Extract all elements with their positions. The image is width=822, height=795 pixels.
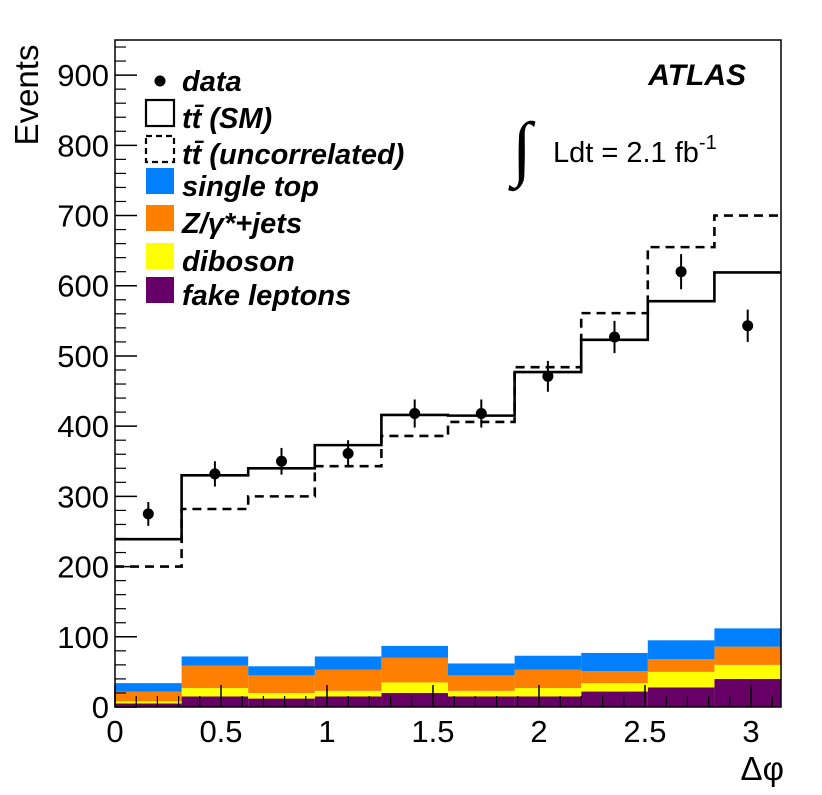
bar-diboson-7 <box>581 683 648 692</box>
legend-swatch-ttbar-uncorrelated <box>144 134 176 164</box>
bar-single-top-9 <box>714 628 781 647</box>
y-axis-title: Events <box>8 45 45 146</box>
x-axis-title: Δφ <box>741 750 784 787</box>
x-tick-label-1: 0.5 <box>199 714 242 749</box>
legend-label-fake-leptons: fake leptons <box>182 280 351 312</box>
line-histograms <box>115 214 781 568</box>
bar-fake-leptons-5 <box>448 696 515 707</box>
bar-fake-leptons-6 <box>514 696 582 707</box>
y-tick-label-5: 500 <box>57 339 109 374</box>
bar-single-top-7 <box>581 652 648 672</box>
data-point-1 <box>209 468 221 480</box>
stacked-histogram <box>115 628 781 707</box>
line-series-ttbar-sm <box>115 271 781 541</box>
bar-single-top-5 <box>448 663 515 676</box>
bar-z-jets-8 <box>647 659 715 672</box>
bar-single-top-0 <box>115 683 182 692</box>
y-tick-label-9: 900 <box>57 58 109 93</box>
bar-fake-leptons-0 <box>115 703 182 707</box>
bar-z-jets-9 <box>714 646 781 665</box>
bar-fake-leptons-8 <box>647 687 715 707</box>
legend-label-z-jets: Z/γ*+jets <box>181 208 302 240</box>
x-tick-label-5: 2.5 <box>623 714 666 749</box>
bar-diboson-0 <box>115 701 182 704</box>
axes: 0 100 200 300 400 500 600 700 800 900 0 0.5 1 1.5 2 2.5… <box>57 46 773 749</box>
bar-fake-leptons-1 <box>181 696 249 707</box>
legend-label-ttbar-sm: tt̄ (SM) <box>182 103 272 135</box>
legend-label-data: data <box>182 66 242 98</box>
data-point-5 <box>475 408 487 420</box>
legend-label-diboson: diboson <box>182 246 295 278</box>
data-points <box>142 254 754 526</box>
bar-single-top-3 <box>314 656 382 670</box>
bar-diboson-8 <box>647 671 715 688</box>
y-tick-label-6: 600 <box>57 269 109 304</box>
y-tick-label-4: 400 <box>57 409 109 444</box>
bar-z-jets-1 <box>181 665 249 689</box>
legend-swatch-z-jets <box>146 205 174 231</box>
plot-frame <box>114 39 782 708</box>
y-tick-label-8: 800 <box>57 128 109 163</box>
integral-sign: ∫ <box>508 108 536 192</box>
atlas-label: ATLAS <box>647 59 746 92</box>
bar-diboson-5 <box>448 690 515 697</box>
x-tick-label-2: 1 <box>318 714 335 749</box>
bar-diboson-2 <box>248 692 315 699</box>
bar-z-jets-0 <box>115 691 182 702</box>
luminosity-label: Ldt = 2.1 fb-1 <box>553 132 717 169</box>
bar-fake-leptons-7 <box>581 691 648 707</box>
bar-diboson-1 <box>181 688 249 697</box>
data-point-9 <box>742 320 754 332</box>
bar-z-jets-3 <box>314 669 382 691</box>
legend-label-single-top: single top <box>182 171 319 203</box>
x-tick-label-0: 0 <box>106 714 123 749</box>
legend-swatch-ttbar-sm <box>144 98 176 128</box>
legend: data tt̄ (SM) tt̄ (uncorrelated)single top… <box>144 66 404 312</box>
luminosity-text: Ldt = 2.1 fb <box>553 137 699 169</box>
x-tick-label-3: 1.5 <box>411 714 454 749</box>
bar-z-jets-2 <box>248 675 315 693</box>
bar-z-jets-4 <box>381 657 448 683</box>
bar-diboson-6 <box>514 688 582 697</box>
bar-single-top-6 <box>514 655 582 670</box>
legend-label-ttbar-uncorrelated: tt̄ (uncorrelated) <box>182 139 404 171</box>
bar-single-top-1 <box>181 656 249 666</box>
bar-single-top-4 <box>381 645 448 658</box>
bar-diboson-9 <box>714 664 781 679</box>
y-tick-label-1: 100 <box>57 620 109 655</box>
data-point-3 <box>342 448 354 460</box>
y-tick-label-3: 300 <box>57 479 109 514</box>
bar-diboson-4 <box>381 682 448 693</box>
bar-z-jets-6 <box>514 669 582 689</box>
bar-fake-leptons-2 <box>248 698 315 707</box>
y-tick-label-2: 200 <box>57 550 109 585</box>
bar-single-top-8 <box>647 640 715 660</box>
bar-z-jets-5 <box>448 675 515 691</box>
bar-fake-leptons-4 <box>381 692 448 707</box>
legend-swatch-diboson <box>146 243 174 269</box>
data-point-6 <box>542 370 554 382</box>
y-tick-label-7: 700 <box>57 199 109 234</box>
data-point-4 <box>409 408 421 420</box>
legend-marker-data <box>154 75 166 87</box>
data-point-7 <box>609 331 620 343</box>
data-point-8 <box>675 266 687 278</box>
data-point-0 <box>142 508 154 520</box>
luminosity-exponent: -1 <box>699 132 717 154</box>
bar-single-top-2 <box>248 666 315 676</box>
bar-fake-leptons-9 <box>714 678 781 707</box>
data-point-2 <box>276 455 287 467</box>
bar-z-jets-7 <box>581 671 648 684</box>
legend-swatch-single-top <box>146 168 174 194</box>
x-tick-label-4: 2 <box>530 714 547 749</box>
y-tick-label-0: 0 <box>92 690 109 725</box>
legend-swatch-fake-leptons <box>146 277 174 303</box>
line-series-ttbar-uncorrelated <box>115 214 781 568</box>
bar-diboson-3 <box>314 690 382 697</box>
x-tick-label-6: 3 <box>742 714 759 749</box>
